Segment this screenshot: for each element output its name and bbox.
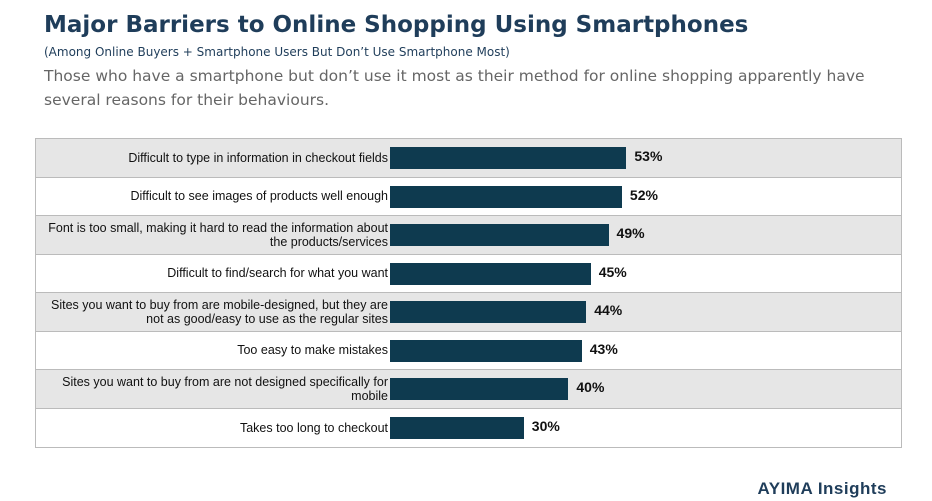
value-label: 45% bbox=[598, 263, 627, 280]
value-label: 43% bbox=[589, 340, 618, 357]
category-label: Font is too small, making it hard to rea… bbox=[48, 220, 388, 249]
row: Too easy to make mistakes 43% bbox=[36, 332, 901, 370]
category-label: Sites you want to buy from are mobile-de… bbox=[51, 297, 388, 326]
bar bbox=[390, 224, 609, 246]
title: Major Barriers to Online Shopping Using … bbox=[44, 12, 749, 38]
subtitle: (Among Online Buyers + Smartphone Users … bbox=[44, 45, 510, 59]
bar bbox=[390, 339, 582, 362]
bar bbox=[390, 262, 591, 285]
row: Sites you want to buy from are not desig… bbox=[36, 370, 901, 409]
category-label: Sites you want to buy from are not desig… bbox=[62, 374, 388, 403]
logo: AYIMA Insights bbox=[757, 479, 887, 498]
value-label: 40% bbox=[576, 379, 605, 395]
row: Difficult to find/search for what you wa… bbox=[36, 255, 901, 293]
row: Takes too long to checkout 30% bbox=[36, 409, 901, 448]
category-label: Takes too long to checkout bbox=[239, 420, 388, 435]
category-label: Difficult to type in information in chec… bbox=[128, 150, 388, 165]
category-label: Difficult to find/search for what you wa… bbox=[167, 266, 388, 281]
bar bbox=[390, 301, 587, 323]
value-label: 30% bbox=[531, 417, 560, 434]
bar bbox=[390, 147, 627, 169]
bar bbox=[390, 378, 569, 400]
description: Those who have a smartphone but don’t us… bbox=[44, 67, 865, 109]
value-label: 49% bbox=[616, 225, 645, 241]
value-label: 44% bbox=[594, 302, 623, 318]
row: Difficult to type in information in chec… bbox=[36, 139, 901, 178]
row: Font is too small, making it hard to rea… bbox=[36, 216, 901, 255]
bar bbox=[390, 416, 524, 439]
row: Difficult to see images of products well… bbox=[36, 178, 901, 216]
chart: Difficult to type in information in chec… bbox=[35, 138, 902, 448]
row: Sites you want to buy from are mobile-de… bbox=[36, 293, 901, 332]
bar bbox=[390, 185, 622, 208]
category-label: Too easy to make mistakes bbox=[237, 343, 388, 358]
category-label: Difficult to see images of products well… bbox=[130, 189, 388, 204]
value-label: 52% bbox=[629, 186, 658, 203]
value-label: 53% bbox=[634, 148, 663, 164]
